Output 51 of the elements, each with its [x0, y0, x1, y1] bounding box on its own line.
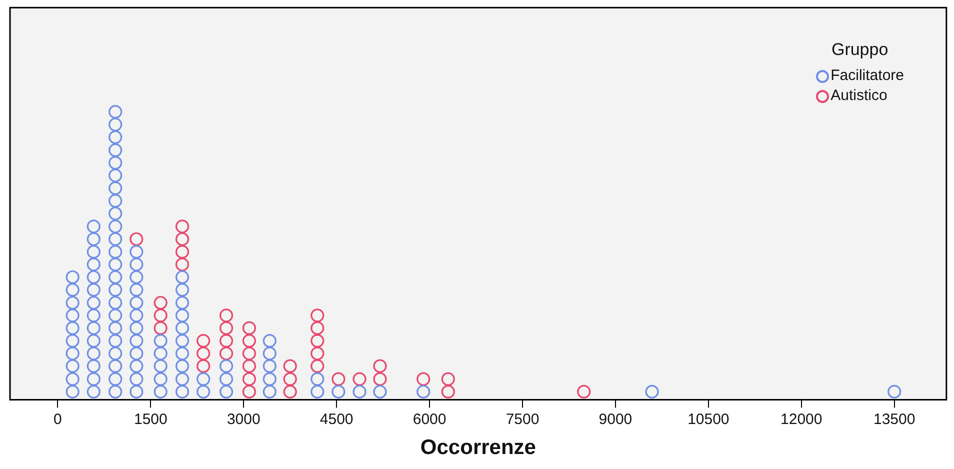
x-tick-label: 3000 [226, 410, 260, 428]
point [441, 384, 455, 399]
point [332, 372, 346, 386]
point [283, 372, 297, 386]
legend-title: Gruppo [830, 40, 890, 60]
point [130, 232, 144, 246]
x-tick-label: 6000 [412, 410, 446, 428]
point [416, 372, 430, 386]
x-tick-label: 0 [54, 410, 62, 428]
point [196, 359, 210, 373]
x-tick-label: 1500 [134, 410, 168, 428]
point [196, 346, 210, 360]
point [577, 384, 591, 399]
point [283, 359, 297, 373]
point [310, 334, 324, 348]
x-tick-label: 13500 [873, 410, 916, 428]
x-axis-title: Occorrenze [420, 436, 536, 460]
point [242, 346, 256, 360]
point [242, 359, 256, 373]
point [175, 220, 190, 234]
point [310, 321, 324, 335]
point [373, 359, 387, 373]
point [242, 372, 256, 386]
point [219, 321, 234, 335]
x-tick-label: 9000 [598, 410, 632, 428]
point [310, 359, 324, 373]
point [175, 232, 190, 246]
point [175, 258, 190, 272]
point [154, 296, 168, 310]
point [175, 244, 190, 259]
x-tick-label: 12000 [780, 410, 822, 428]
legend-label: Facilitatore [830, 66, 904, 86]
x-tick-label: 10500 [688, 410, 730, 428]
point [242, 334, 256, 348]
point [310, 346, 324, 360]
x-tick-label: 7500 [506, 410, 540, 428]
point [283, 384, 297, 399]
point [219, 334, 234, 348]
point [373, 372, 387, 386]
point [310, 308, 324, 322]
point [242, 384, 256, 399]
point [154, 321, 168, 335]
point [219, 308, 234, 322]
point [441, 372, 455, 386]
legend-label: Autistico [830, 86, 888, 106]
point [196, 334, 210, 348]
point [219, 346, 234, 360]
point [242, 321, 256, 335]
point [352, 372, 366, 386]
x-tick-label: 4500 [320, 410, 354, 428]
point [154, 308, 168, 322]
